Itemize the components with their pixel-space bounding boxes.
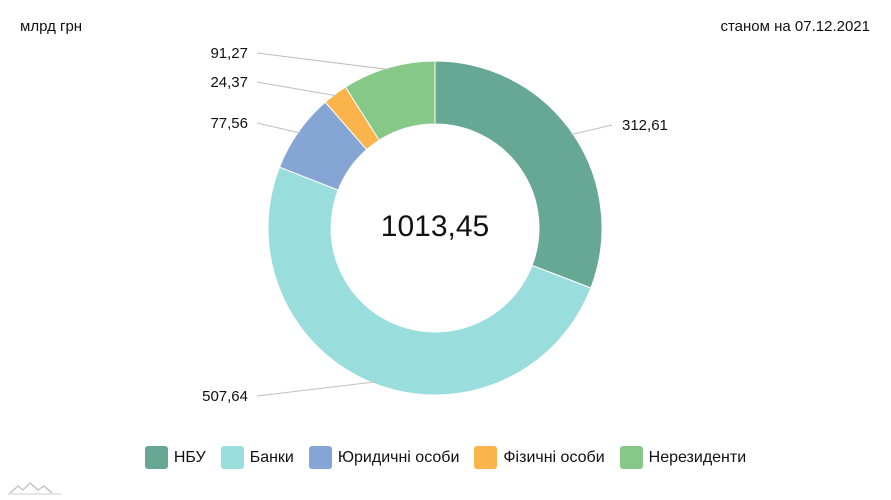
legend-label: Фізичні особи: [503, 448, 605, 466]
legend-label: Банки: [249, 448, 294, 466]
legend-swatch: [474, 446, 498, 469]
legend-swatch: [308, 446, 332, 469]
legend-label: Нерезиденти: [648, 448, 747, 466]
unit-label: млрд грн: [20, 18, 83, 35]
data-label-5: 91,27: [210, 45, 248, 62]
data-label-1: 312,61: [622, 117, 668, 134]
leader-line-2: [256, 381, 376, 397]
data-label-3: 77,56: [210, 115, 248, 132]
legend-item-1[interactable]: НБУ: [144, 446, 206, 469]
legend-item-3[interactable]: Юридичні особи: [308, 446, 460, 469]
data-label-4: 24,37: [210, 74, 248, 91]
legend-swatch: [619, 446, 643, 469]
donut-chart: 312,61 507,64 77,56 24,37 91,27 1013,45: [202, 45, 668, 405]
donut-slice-1: [434, 60, 603, 289]
leader-line-1: [570, 124, 613, 136]
donut-slice-5: [344, 60, 436, 141]
legend-item-5[interactable]: Нерезиденти: [619, 446, 747, 469]
donut-slice-2: [267, 166, 592, 396]
mountain-logo-icon: [8, 482, 62, 495]
legend-label: НБУ: [173, 448, 206, 466]
center-total-label: 1013,45: [381, 210, 489, 243]
legend-item-4[interactable]: Фізичні особи: [474, 446, 605, 469]
legend-swatch: [144, 446, 168, 469]
chart-legend: НБУ Банки Юридичні особи Фізичні особи Нерез…: [0, 446, 891, 469]
leader-line-3: [256, 122, 301, 134]
legend-item-2[interactable]: Банки: [220, 446, 294, 469]
leader-line-5: [256, 52, 389, 71]
legend-swatch: [220, 446, 244, 469]
data-label-2: 507,64: [202, 388, 248, 405]
date-label: станом на 07.12.2021: [720, 18, 870, 35]
legend-label: Юридичні особи: [337, 448, 460, 466]
leader-line-4: [256, 81, 337, 97]
